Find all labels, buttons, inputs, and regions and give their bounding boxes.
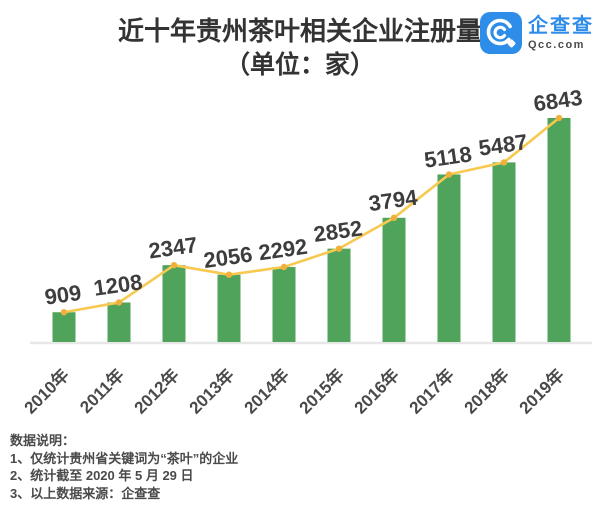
- value-label: 3794: [367, 184, 420, 216]
- note-item-1: 1、仅统计贵州省关键词为“茶叶”的企业: [10, 450, 239, 466]
- value-label: 2852: [312, 215, 364, 247]
- x-axis-label: 2011年: [76, 365, 128, 417]
- qcc-logo: 企查查 Qcc.com: [480, 12, 594, 54]
- bar: [52, 312, 76, 342]
- x-axis-label: 2019年: [515, 365, 568, 418]
- bar: [162, 265, 186, 342]
- chart-title: 近十年贵州茶叶相关企业注册量: [117, 16, 482, 46]
- value-label: 1208: [92, 269, 144, 301]
- chart-area: 2010年 2011年 2012年 2013年 2014年 2015年 2016年 2017年…: [0, 80, 600, 432]
- bar: [327, 248, 351, 342]
- x-axis-label: 2013年: [185, 365, 238, 418]
- bar: [217, 274, 241, 342]
- data-point-marker: [445, 171, 453, 178]
- data-point-marker: [225, 271, 233, 278]
- bar: [547, 118, 571, 342]
- magnifier-c-icon: [486, 18, 516, 48]
- page-title: 近十年贵州茶叶相关企业注册量 （单位：家）: [0, 14, 600, 82]
- value-label: 2347: [147, 232, 199, 264]
- qcc-logo-text: 企查查 Qcc.com: [528, 15, 594, 51]
- qcc-logo-domain: Qcc.com: [528, 38, 585, 51]
- x-axis-label: 2010年: [20, 365, 73, 418]
- x-axis-label: 2016年: [350, 365, 403, 418]
- notes-heading: 数据说明：: [10, 433, 76, 448]
- x-axis-label: 2015年: [295, 365, 348, 418]
- value-label: 6843: [532, 85, 584, 117]
- bar: [107, 302, 131, 342]
- bar: [437, 174, 461, 342]
- data-notes: 数据说明： 1、仅统计贵州省关键词为“茶叶”的企业 2、统计截至 2020 年 …: [10, 432, 238, 502]
- value-label: 909: [43, 280, 83, 310]
- data-point-marker: [60, 309, 68, 316]
- data-point-marker: [390, 214, 398, 222]
- value-label: 5118: [423, 141, 474, 172]
- x-axis-label: 2014年: [240, 365, 293, 418]
- bar: [272, 266, 296, 342]
- data-point-marker: [170, 261, 178, 269]
- chart-subtitle-unit: （单位：家）: [224, 51, 375, 79]
- value-label: 5487: [477, 129, 529, 161]
- note-item-2: 2、统计截至 2020 年 5 月 29 日: [10, 468, 194, 483]
- bar: [492, 162, 516, 342]
- data-point-marker: [115, 299, 123, 306]
- bar: [382, 217, 406, 342]
- x-axis-label: 2017年: [405, 365, 458, 418]
- bar-line-chart: 2010年 2011年 2012年 2013年 2014年 2015年 2016年 2017年…: [20, 85, 592, 418]
- data-point-marker: [280, 263, 288, 271]
- data-point-marker: [555, 114, 563, 122]
- x-axis-label: 2012年: [130, 365, 183, 418]
- qcc-logo-name: 企查查: [528, 14, 594, 37]
- note-item-3: 3、以上数据来源：企查查: [10, 485, 161, 501]
- trend-line: [62, 116, 561, 314]
- data-point-marker: [500, 159, 508, 166]
- value-label: 2056: [202, 241, 254, 273]
- qcc-logo-icon: [480, 12, 522, 54]
- data-point-marker: [335, 245, 343, 252]
- x-axis-label: 2018年: [460, 365, 513, 418]
